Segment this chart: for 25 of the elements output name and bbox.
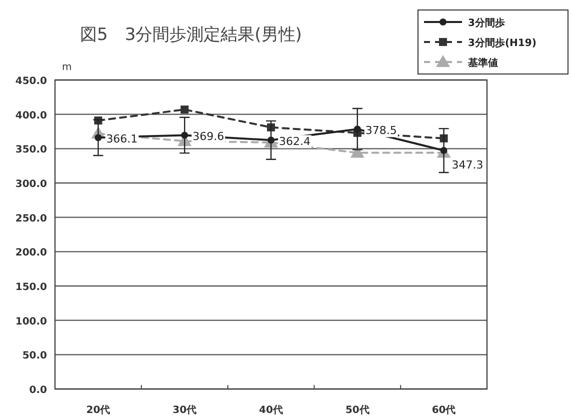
y-tick-label: 450.0 <box>15 76 48 87</box>
y-tick-label: 100.0 <box>15 316 48 328</box>
data-label: 378.5 <box>365 124 397 138</box>
y-tick-label: 350.0 <box>15 144 48 156</box>
y-axis-title: m <box>62 62 72 73</box>
x-tick-label: 60代 <box>432 404 456 416</box>
y-tick-label: 0.0 <box>29 385 48 396</box>
x-tick-label: 20代 <box>86 404 110 416</box>
y-tick-label: 50.0 <box>22 350 48 362</box>
y-tick-label: 300.0 <box>15 179 48 190</box>
chart-title: 図5 3分間歩測定結果(男性) <box>80 25 302 45</box>
legend-label: 基準値 <box>467 57 498 69</box>
data-label: 366.1 <box>106 132 138 146</box>
legend-label: 3分間歩 <box>468 17 505 29</box>
y-tick-label: 400.0 <box>15 110 48 122</box>
x-tick-label: 40代 <box>259 404 283 416</box>
data-label: 369.6 <box>192 130 224 144</box>
y-tick-label: 150.0 <box>15 282 48 293</box>
data-label: 347.3 <box>452 158 484 172</box>
y-tick-label: 250.0 <box>15 213 48 224</box>
y-tick-label: 200.0 <box>15 248 48 259</box>
x-tick-label: 50代 <box>345 404 370 416</box>
x-tick-label: 30代 <box>172 404 197 416</box>
legend-label: 3分間歩(H19) <box>468 37 536 49</box>
data-label: 362.4 <box>279 135 310 148</box>
